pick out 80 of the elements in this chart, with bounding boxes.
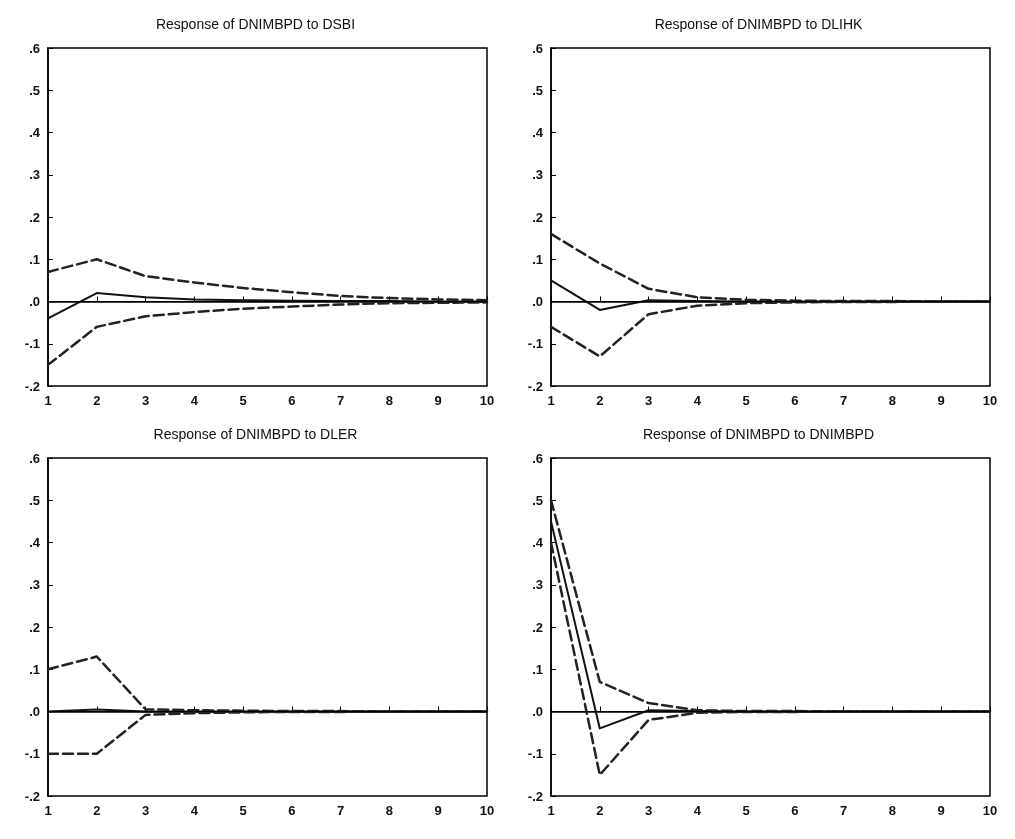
x-tick-label: 6 [791, 393, 799, 408]
x-tick-label: 4 [190, 803, 199, 818]
y-tick-label: .4 [29, 535, 41, 550]
y-tick-label: -.2 [527, 378, 543, 394]
x-tick-label: 9 [937, 393, 945, 408]
y-tick-label: .1 [532, 661, 543, 677]
x-tick-label: 8 [888, 393, 897, 408]
x-tick-label: 8 [385, 393, 394, 408]
y-tick-label: .4 [29, 125, 41, 140]
y-tick-label: .4 [532, 535, 544, 550]
x-tick-label: 1 [44, 803, 52, 818]
x-tick-label: 3 [141, 803, 150, 818]
y-tick-label: .3 [29, 577, 40, 593]
x-tick-label: 8 [385, 803, 394, 818]
y-tick-label: .5 [532, 492, 543, 508]
x-tick-label: 2 [596, 393, 604, 408]
x-tick-label: 3 [644, 393, 653, 408]
y-tick-label: .0 [532, 704, 543, 719]
chart-title: Response of DNIMBPD to DNIMBPD [642, 426, 875, 442]
x-tick-label: 1 [547, 803, 555, 818]
y-tick-label: .6 [532, 450, 543, 466]
y-tick-label: .2 [29, 209, 40, 225]
x-tick-label: 8 [888, 803, 897, 818]
x-tick-label: 6 [791, 803, 799, 818]
y-tick-label: .2 [532, 619, 543, 635]
y-tick-label: -.1 [527, 336, 543, 352]
x-tick-label: 9 [434, 393, 442, 408]
y-tick-label: .5 [29, 492, 40, 508]
x-tick-label: 5 [742, 393, 750, 408]
y-tick-label: .6 [532, 40, 543, 56]
x-tick-label: 2 [93, 803, 101, 818]
x-tick-label: 4 [693, 393, 702, 408]
x-tick-label: 10 [982, 803, 998, 818]
x-tick-label: 4 [190, 393, 199, 408]
y-tick-label: .2 [29, 619, 40, 635]
y-tick-label: -.1 [24, 746, 40, 762]
y-tick-label: -.1 [527, 746, 543, 762]
x-tick-label: 7 [840, 803, 848, 818]
y-tick-label: .0 [29, 294, 40, 309]
x-tick-label: 3 [141, 393, 150, 408]
y-tick-label: .1 [29, 661, 40, 677]
x-tick-label: 10 [982, 393, 998, 408]
y-tick-label: .4 [532, 125, 544, 140]
y-tick-label: .0 [29, 704, 40, 719]
x-tick-label: 10 [479, 803, 495, 818]
x-tick-label: 1 [547, 393, 555, 408]
x-tick-label: 6 [288, 803, 296, 818]
y-tick-label: .3 [532, 577, 543, 593]
x-tick-label: 5 [742, 803, 750, 818]
chart-title: Response of DNIMBPD to DLER [153, 426, 358, 442]
x-tick-label: 9 [434, 803, 442, 818]
x-tick-label: 7 [337, 393, 345, 408]
y-tick-label: -.2 [24, 378, 40, 394]
chart-title: Response of DNIMBPD to DSBI [155, 16, 356, 32]
y-tick-label: .6 [29, 450, 40, 466]
x-tick-label: 7 [840, 393, 848, 408]
y-tick-label: .5 [29, 82, 40, 98]
y-tick-label: .3 [29, 167, 40, 183]
x-tick-label: 9 [937, 803, 945, 818]
y-tick-label: .3 [532, 167, 543, 183]
x-tick-label: 2 [93, 393, 101, 408]
y-tick-label: .1 [29, 251, 40, 267]
y-tick-label: .6 [29, 40, 40, 56]
x-tick-label: 6 [288, 393, 296, 408]
x-tick-label: 1 [44, 393, 52, 408]
y-tick-label: -.2 [527, 788, 543, 804]
chart-title: Response of DNIMBPD to DLIHK [654, 16, 864, 32]
x-tick-label: 5 [239, 803, 247, 818]
x-tick-label: 3 [644, 803, 653, 818]
y-tick-label: .0 [532, 294, 543, 309]
x-tick-label: 2 [596, 803, 604, 818]
y-tick-label: -.2 [24, 788, 40, 804]
x-tick-label: 7 [337, 803, 345, 818]
y-tick-label: .2 [532, 209, 543, 225]
x-tick-label: 5 [239, 393, 247, 408]
y-tick-label: .1 [532, 251, 543, 267]
y-tick-label: .5 [532, 82, 543, 98]
x-tick-label: 4 [693, 803, 702, 818]
x-tick-label: 10 [479, 393, 495, 408]
y-tick-label: -.1 [24, 336, 40, 352]
